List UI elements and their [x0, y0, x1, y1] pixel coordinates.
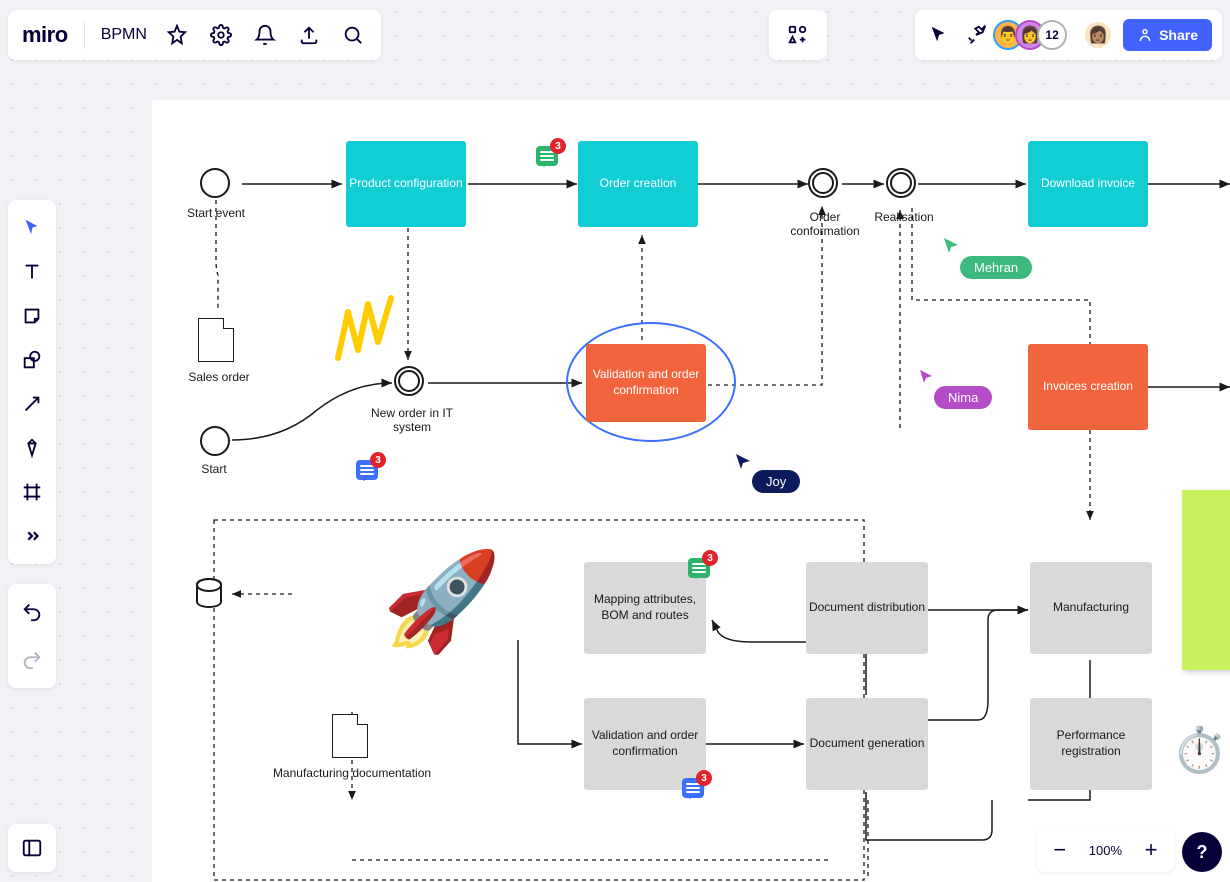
- node-text: Manufacturing: [1053, 600, 1129, 616]
- realisation-event[interactable]: [886, 168, 916, 198]
- comment-icon[interactable]: 3: [682, 778, 704, 798]
- comment-badge: 3: [702, 550, 718, 566]
- export-icon[interactable]: [295, 21, 323, 49]
- realisation-label: Realisation: [864, 210, 944, 224]
- node-doc-distribution[interactable]: Document distribution: [806, 562, 928, 654]
- help-button[interactable]: ?: [1182, 832, 1222, 872]
- avatar-stack[interactable]: 👨 👩 12: [1001, 20, 1067, 50]
- comment-icon[interactable]: 3: [688, 558, 710, 578]
- cursor-nima: Nima: [934, 386, 992, 409]
- node-product-configuration[interactable]: Product configuration: [346, 141, 466, 227]
- node-text: Mapping attributes, BOM and routes: [584, 592, 706, 623]
- comment-icon[interactable]: 3: [356, 460, 378, 480]
- node-text: Invoices creation: [1043, 379, 1133, 395]
- bell-icon[interactable]: [251, 21, 279, 49]
- zoom-out-button[interactable]: −: [1045, 835, 1075, 865]
- settings-icon[interactable]: [207, 21, 235, 49]
- node-download-invoice[interactable]: Download invoice: [1028, 141, 1148, 227]
- reactions-icon[interactable]: [963, 21, 991, 49]
- start-event-circle[interactable]: [200, 168, 230, 198]
- redo-button[interactable]: [12, 640, 52, 680]
- panel-toggle-button[interactable]: [8, 824, 56, 872]
- node-text: Validation and order confirmation: [586, 367, 706, 398]
- comment-badge: 3: [550, 138, 566, 154]
- start-event-label: Start event: [176, 206, 256, 220]
- order-conformation-event[interactable]: [808, 168, 838, 198]
- avatar-self[interactable]: 👩🏽: [1083, 20, 1113, 50]
- share-label: Share: [1159, 27, 1198, 43]
- node-invoices-creation[interactable]: Invoices creation: [1028, 344, 1148, 430]
- avatar-count[interactable]: 12: [1037, 20, 1067, 50]
- node-manufacturing[interactable]: Manufacturing: [1030, 562, 1152, 654]
- apps-button[interactable]: [769, 10, 827, 60]
- pen-tool[interactable]: [12, 428, 52, 468]
- search-icon[interactable]: [339, 21, 367, 49]
- comment-badge: 3: [696, 770, 712, 786]
- node-order-creation[interactable]: Order creation: [578, 141, 698, 227]
- node-validation2[interactable]: Validation and order confirmation: [584, 698, 706, 790]
- sales-order-doc[interactable]: [198, 318, 234, 362]
- header-right: 👨 👩 12 👩🏽 Share: [915, 10, 1222, 60]
- miro-logo[interactable]: miro: [22, 22, 68, 48]
- cursor-joy: Joy: [752, 470, 800, 493]
- yellow-scribble: [328, 292, 408, 372]
- sales-order-label: Sales order: [174, 370, 264, 384]
- comment-icon[interactable]: 3: [536, 146, 558, 166]
- cursor-mehran: Mehran: [960, 256, 1032, 279]
- node-text: Product configuration: [349, 176, 462, 192]
- manufacturing-doc-label: Manufacturing documentation: [272, 766, 432, 780]
- comment-badge: 3: [370, 452, 386, 468]
- cursor-nima-icon: [918, 368, 934, 384]
- datastore-icon[interactable]: [196, 578, 222, 608]
- node-text: Order creation: [600, 176, 677, 192]
- node-text: Download invoice: [1041, 176, 1135, 192]
- start-circle-2[interactable]: [200, 426, 230, 456]
- sticky-note[interactable]: [1182, 490, 1230, 670]
- zoom-bar: − 100% +: [1037, 828, 1174, 872]
- manufacturing-doc-shape[interactable]: [332, 714, 368, 758]
- order-conformation-label: Order conformation: [780, 210, 870, 238]
- node-validation[interactable]: Validation and order confirmation: [586, 344, 706, 422]
- frame-tool[interactable]: [12, 472, 52, 512]
- undo-redo-panel: [8, 584, 56, 688]
- cursor-mehran-icon: [942, 236, 960, 254]
- rocket-emoji[interactable]: 🚀: [382, 546, 502, 658]
- divider: [84, 21, 85, 49]
- star-icon[interactable]: [163, 21, 191, 49]
- node-text: Document distribution: [809, 600, 925, 616]
- zoom-percent[interactable]: 100%: [1083, 843, 1128, 858]
- whiteboard-canvas[interactable]: Start event Product configuration Order …: [152, 100, 1230, 882]
- zoom-in-button[interactable]: +: [1136, 835, 1166, 865]
- board-name[interactable]: BPMN: [101, 26, 147, 44]
- select-tool[interactable]: [12, 208, 52, 248]
- shape-tool[interactable]: [12, 340, 52, 380]
- sticky-tool[interactable]: [12, 296, 52, 336]
- arrow-tool[interactable]: [12, 384, 52, 424]
- text-tool[interactable]: [12, 252, 52, 292]
- node-text: Document generation: [810, 736, 925, 752]
- undo-button[interactable]: [12, 592, 52, 632]
- cursor-mode-icon[interactable]: [925, 21, 953, 49]
- stopwatch-emoji[interactable]: ⏱️: [1172, 724, 1227, 776]
- more-tools[interactable]: [12, 516, 52, 556]
- share-button[interactable]: Share: [1123, 19, 1212, 51]
- start-label-2: Start: [194, 462, 234, 476]
- toolbar: [8, 200, 56, 564]
- node-performance[interactable]: Performance registration: [1030, 698, 1152, 790]
- node-text: Performance registration: [1030, 728, 1152, 759]
- cursor-joy-icon: [734, 452, 752, 470]
- node-doc-generation[interactable]: Document generation: [806, 698, 928, 790]
- header-left: miro BPMN: [8, 10, 381, 60]
- node-text: Validation and order confirmation: [584, 728, 706, 759]
- new-order-label: New order in IT system: [362, 406, 462, 434]
